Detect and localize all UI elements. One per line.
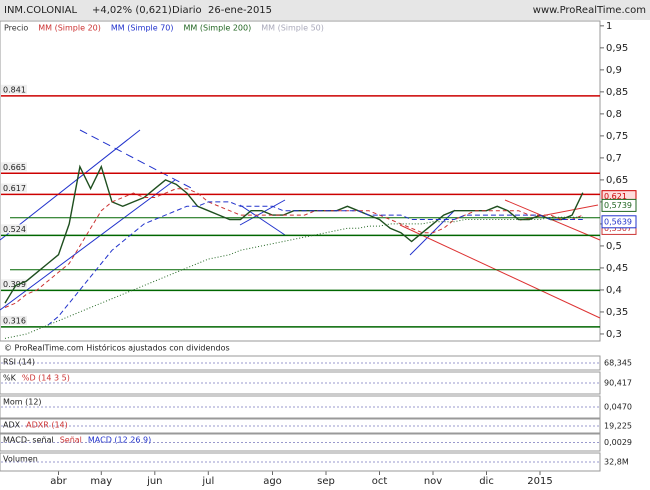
indicator-label: %K xyxy=(3,374,17,383)
level-label-bg xyxy=(1,162,27,172)
x-tick-label: nov xyxy=(424,476,442,487)
y-tick-label: 0,7 xyxy=(606,153,622,164)
level-label: 0.316 xyxy=(3,316,26,325)
legend-entry: MM (Simple 50) xyxy=(261,24,324,33)
y-tick-label: 0,5 xyxy=(606,241,622,252)
indicator-label: Volumen xyxy=(3,455,38,464)
y-tick-label: 0,85 xyxy=(606,87,628,98)
period: Diario xyxy=(172,5,202,16)
level-label: 0.617 xyxy=(3,184,26,193)
legend-entry: Precio xyxy=(4,24,28,33)
y-tick-label: 0,95 xyxy=(606,43,628,54)
x-tick-label: may xyxy=(90,476,112,487)
y-tick-label: 0,35 xyxy=(606,307,628,318)
y-tick-label: 0,45 xyxy=(606,263,628,274)
level-label-bg xyxy=(1,84,27,94)
price-tag-label: 0,621 xyxy=(604,192,627,201)
x-tick-label: jun xyxy=(146,476,162,487)
indicator-panel xyxy=(0,355,601,371)
legend-entry: MM (Simple 70) xyxy=(111,24,174,33)
y-tick-label: 0,4 xyxy=(606,285,622,296)
indicator-value-bg xyxy=(602,401,648,413)
x-tick-label: oct xyxy=(372,476,388,487)
price-tag xyxy=(601,215,637,229)
series-line xyxy=(4,216,583,339)
indicator-value: 19,225 xyxy=(604,422,632,431)
indicator-panel xyxy=(0,371,601,395)
site: www.ProRealTime.com xyxy=(533,5,646,16)
x-tick-label: ago xyxy=(263,476,282,487)
price-tag-label: 0,5739 xyxy=(604,201,632,210)
y-tick-label: 1 xyxy=(606,21,612,32)
main-panel xyxy=(0,20,601,342)
y-tick-label: 0,3 xyxy=(606,329,622,340)
indicator-value-bg xyxy=(602,436,648,449)
indicator-value-bg xyxy=(602,456,648,468)
footer: © ProRealTime.com Históricos ajustados c… xyxy=(4,343,230,353)
indicator-label: %D (14 3 5) xyxy=(22,374,70,383)
x-tick-label: jul xyxy=(201,476,214,487)
level-label-bg xyxy=(1,183,27,193)
indicator-value: 32,8M xyxy=(604,458,629,467)
level-label: 0.524 xyxy=(3,225,26,234)
series-line xyxy=(4,188,583,308)
indicator-label: ADXR (14) xyxy=(26,421,68,430)
x-tick-label: abr xyxy=(50,476,67,487)
x-tick-label: 2015 xyxy=(527,476,552,487)
indicator-label: MACD- señal xyxy=(3,436,54,445)
level-label: 0.841 xyxy=(3,85,26,94)
level-label: 0.399 xyxy=(3,280,26,289)
price-tag xyxy=(601,198,637,212)
change: +4,02% (0,621) xyxy=(92,5,172,16)
indicator-value: 0,0029 xyxy=(604,438,632,447)
level-label: 0.665 xyxy=(3,163,26,172)
symbol: INM.COLONIAL xyxy=(4,5,77,16)
x-tick-label: sep xyxy=(317,476,335,487)
legend-entry: MM (Simple 200) xyxy=(184,24,252,33)
indicator-value: 0,0470 xyxy=(604,403,632,412)
indicator-value-bg xyxy=(602,357,648,369)
indicator-panel xyxy=(0,395,601,419)
y-tick-label: 0,75 xyxy=(606,131,628,142)
indicator-value-bg xyxy=(602,377,648,389)
x-tick-label: dic xyxy=(479,476,494,487)
indicator-value-bg xyxy=(602,420,648,432)
trend-lines xyxy=(0,129,601,319)
price-tag-label: 0,5639 xyxy=(604,217,632,226)
indicator-value: 90,417 xyxy=(604,379,632,388)
y-tick-label: 0,8 xyxy=(606,109,622,120)
indicator-value: 68,345 xyxy=(604,359,632,368)
legend-entry: MM (Simple 20) xyxy=(38,24,101,33)
date: 26-ene-2015 xyxy=(208,5,272,16)
indicator-panel xyxy=(0,433,601,452)
indicator-label: MACD (12 26 9) xyxy=(88,436,151,445)
level-label-bg xyxy=(1,279,27,289)
series-line xyxy=(47,201,583,326)
price-tag-label: 0,5307 xyxy=(604,224,632,233)
indicator-label: RSI (14) xyxy=(3,358,35,367)
y-tick-label: 0,65 xyxy=(606,175,628,186)
indicator-label: ADX xyxy=(3,421,21,430)
level-label-bg xyxy=(1,224,27,234)
indicator-panel xyxy=(0,452,601,472)
header-bar xyxy=(0,0,650,20)
indicator-label: Señal xyxy=(60,436,82,445)
level-label-bg xyxy=(1,315,27,325)
y-tick-label: 0,9 xyxy=(606,65,622,76)
indicator-label: Mom (12) xyxy=(3,398,42,407)
indicator-panel xyxy=(0,418,601,434)
